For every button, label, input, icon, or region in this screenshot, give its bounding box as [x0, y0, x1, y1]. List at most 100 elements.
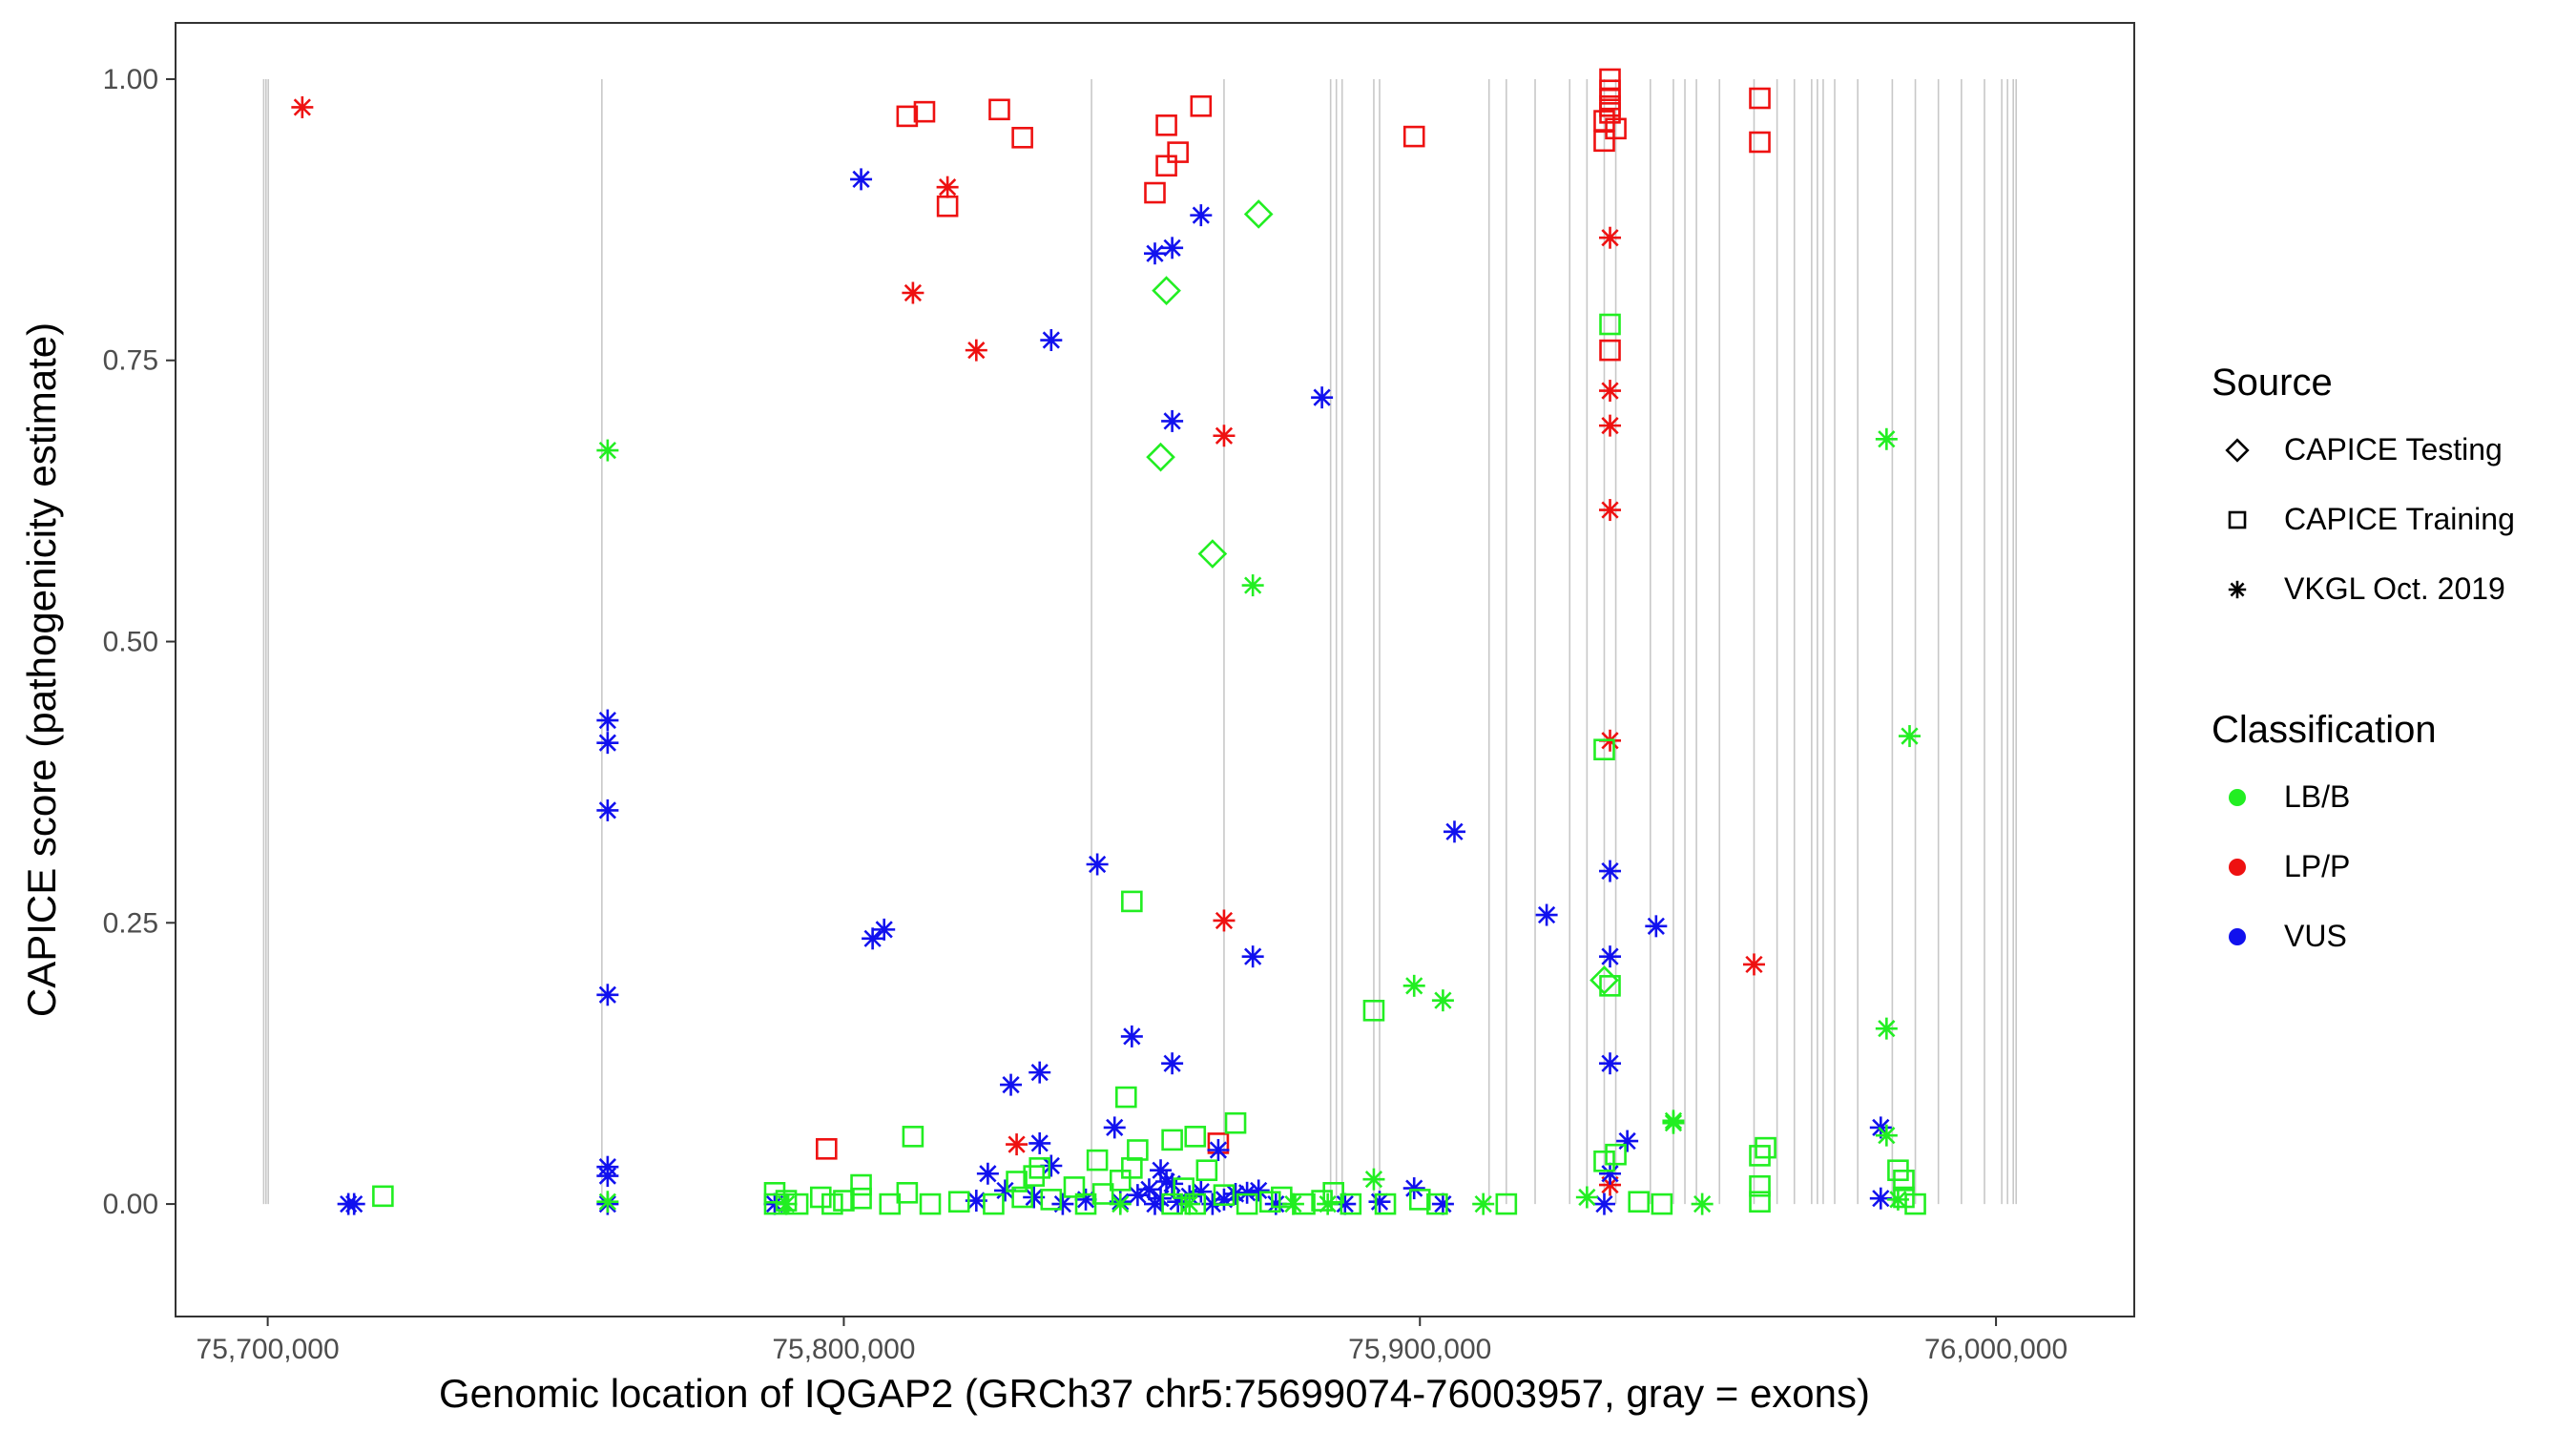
data-point-capice-training-lpp — [1155, 114, 1177, 136]
data-point-vkgl-oct-2019-vus — [1150, 1187, 1173, 1210]
x-tick-label: 75,800,000 — [772, 1334, 915, 1365]
data-point-capice-testing-lbb — [1146, 442, 1175, 472]
data-point-vkgl-oct-2019-vus — [596, 709, 619, 732]
data-point-vkgl-oct-2019-lbb — [1362, 1168, 1385, 1191]
data-point-vkgl-oct-2019-vus — [1000, 1073, 1023, 1096]
legend-class-dot — [2229, 859, 2246, 876]
data-point-vkgl-oct-2019-lbb — [1281, 1192, 1304, 1215]
data-point-capice-training-lbb — [983, 1192, 1005, 1215]
data-point-vkgl-oct-2019-vus — [1443, 820, 1465, 843]
data-point-capice-training-lbb — [879, 1192, 902, 1215]
data-point-capice-training-lpp — [1599, 339, 1621, 362]
data-point-vkgl-oct-2019-vus — [976, 1162, 999, 1185]
data-point-capice-training-lbb — [1893, 1186, 1915, 1209]
data-point-vkgl-oct-2019-vus — [1599, 860, 1622, 882]
data-point-vkgl-oct-2019-vus — [1264, 1192, 1287, 1215]
data-point-capice-training-lpp — [913, 100, 936, 123]
data-point-capice-training-lbb — [1115, 1086, 1137, 1109]
data-point-capice-training-lbb — [1161, 1192, 1183, 1215]
data-point-capice-training-lpp — [1011, 126, 1033, 149]
data-point-capice-training-lbb — [833, 1190, 855, 1212]
data-point-capice-training-lpp — [1190, 94, 1213, 117]
data-point-capice-training-lbb — [1224, 1111, 1247, 1134]
data-point-vkgl-oct-2019-lbb — [1402, 974, 1425, 997]
data-point-capice-training-lbb — [1109, 1170, 1132, 1192]
data-point-vkgl-oct-2019-lpp — [902, 281, 924, 304]
x-tick-label: 75,900,000 — [1348, 1334, 1491, 1365]
data-point-vkgl-oct-2019-vus — [343, 1192, 365, 1215]
data-point-capice-training-lbb — [1173, 1177, 1195, 1199]
data-point-capice-training-lpp — [988, 98, 1010, 121]
data-point-capice-training-lbb — [763, 1181, 786, 1204]
data-point-vkgl-oct-2019-vus — [1616, 1130, 1639, 1152]
data-point-capice-training-lbb — [1236, 1192, 1258, 1215]
data-point-vkgl-oct-2019-vus — [1213, 1188, 1236, 1211]
legend-source-symbol-diamond — [2225, 438, 2250, 463]
data-point-capice-training-lbb — [1651, 1192, 1673, 1215]
data-point-capice-training-lbb — [1893, 1170, 1915, 1192]
data-point-capice-training-lbb — [1311, 1190, 1333, 1212]
data-point-vkgl-oct-2019-lpp — [1213, 425, 1236, 447]
data-point-vkgl-oct-2019-vus — [994, 1179, 1017, 1202]
y-tick-label: 0.00 — [103, 1189, 158, 1220]
data-point-vkgl-oct-2019-lpp — [1599, 499, 1622, 522]
data-point-capice-training-lbb — [1086, 1149, 1109, 1172]
data-point-capice-training-lbb — [372, 1185, 394, 1208]
data-point-capice-training-lpp — [1749, 87, 1771, 110]
plot-panel-border — [175, 22, 2135, 1317]
data-point-capice-training-lbb — [1749, 1174, 1771, 1197]
data-point-capice-training-lbb — [1091, 1183, 1114, 1205]
data-point-vkgl-oct-2019-vus — [862, 927, 884, 950]
data-point-vkgl-oct-2019-vus — [1224, 1182, 1247, 1205]
data-point-vkgl-oct-2019-lpp — [1599, 380, 1622, 403]
data-point-vkgl-oct-2019-lpp — [1599, 414, 1622, 437]
data-point-capice-training-lpp — [1144, 181, 1166, 204]
data-point-vkgl-oct-2019-lbb — [1662, 1111, 1685, 1134]
legend-class-label-vus: VUS — [2284, 919, 2347, 953]
data-point-capice-training-lbb — [1213, 1184, 1236, 1206]
legend-class-label-lbb: LB/B — [2284, 779, 2350, 814]
data-points — [291, 68, 1926, 1215]
y-tick-label: 1.00 — [103, 64, 158, 95]
data-point-capice-training-lbb — [1426, 1192, 1448, 1215]
data-point-vkgl-oct-2019-vus — [596, 984, 619, 1006]
data-point-capice-training-lpp — [1167, 141, 1189, 163]
data-point-capice-training-lbb — [786, 1192, 809, 1215]
data-point-vkgl-oct-2019-lbb — [775, 1192, 798, 1215]
data-point-capice-training-lbb — [1408, 1189, 1431, 1211]
y-tick-label: 0.75 — [103, 345, 158, 377]
data-point-capice-training-lbb — [1195, 1159, 1218, 1182]
data-point-vkgl-oct-2019-vus — [1247, 1179, 1270, 1202]
data-point-capice-training-lbb — [1340, 1192, 1362, 1215]
data-point-vkgl-oct-2019-lbb — [1575, 1186, 1598, 1209]
data-point-vkgl-oct-2019-vus — [1161, 1052, 1184, 1075]
data-point-capice-training-lpp — [1605, 117, 1627, 140]
data-point-vkgl-oct-2019-vus — [1137, 1178, 1160, 1201]
data-point-vkgl-oct-2019-lpp — [1213, 909, 1236, 932]
x-axis-title: Genomic location of IQGAP2 (GRCh37 chr5:… — [439, 1371, 1870, 1416]
data-point-capice-training-lbb — [763, 1192, 786, 1215]
data-point-vkgl-oct-2019-vus — [1144, 242, 1166, 265]
legend-source-label-training: CAPICE Training — [2284, 502, 2515, 536]
data-point-capice-training-lbb — [1040, 1189, 1063, 1211]
data-point-capice-training-lbb — [1258, 1191, 1281, 1213]
data-point-capice-training-lbb — [1006, 1171, 1028, 1192]
data-point-capice-training-lbb — [896, 1181, 919, 1204]
data-point-vkgl-oct-2019-lpp — [1006, 1133, 1028, 1156]
data-point-capice-training-lpp — [1599, 102, 1621, 124]
data-point-vkgl-oct-2019-lpp — [936, 176, 959, 198]
data-point-capice-training-lbb — [1184, 1192, 1207, 1215]
data-point-vkgl-oct-2019-vus — [1599, 945, 1622, 968]
legend: Source CAPICE Testing CAPICE Training VK… — [2212, 362, 2515, 953]
data-point-capice-training-lbb — [1271, 1186, 1293, 1209]
data-point-capice-training-lpp — [816, 1138, 838, 1160]
data-point-vkgl-oct-2019-lbb — [1431, 989, 1454, 1012]
data-point-capice-training-lpp — [896, 105, 919, 128]
data-point-capice-training-lbb — [1749, 1191, 1771, 1213]
data-point-vkgl-oct-2019-vus — [1645, 915, 1668, 938]
data-point-vkgl-oct-2019-lbb — [1875, 1124, 1898, 1147]
data-point-vkgl-oct-2019-vus — [1592, 1192, 1615, 1215]
data-point-vkgl-oct-2019-vus — [1311, 386, 1334, 409]
data-point-vkgl-oct-2019-lbb — [596, 1191, 619, 1213]
data-point-vkgl-oct-2019-vus — [1040, 329, 1063, 352]
